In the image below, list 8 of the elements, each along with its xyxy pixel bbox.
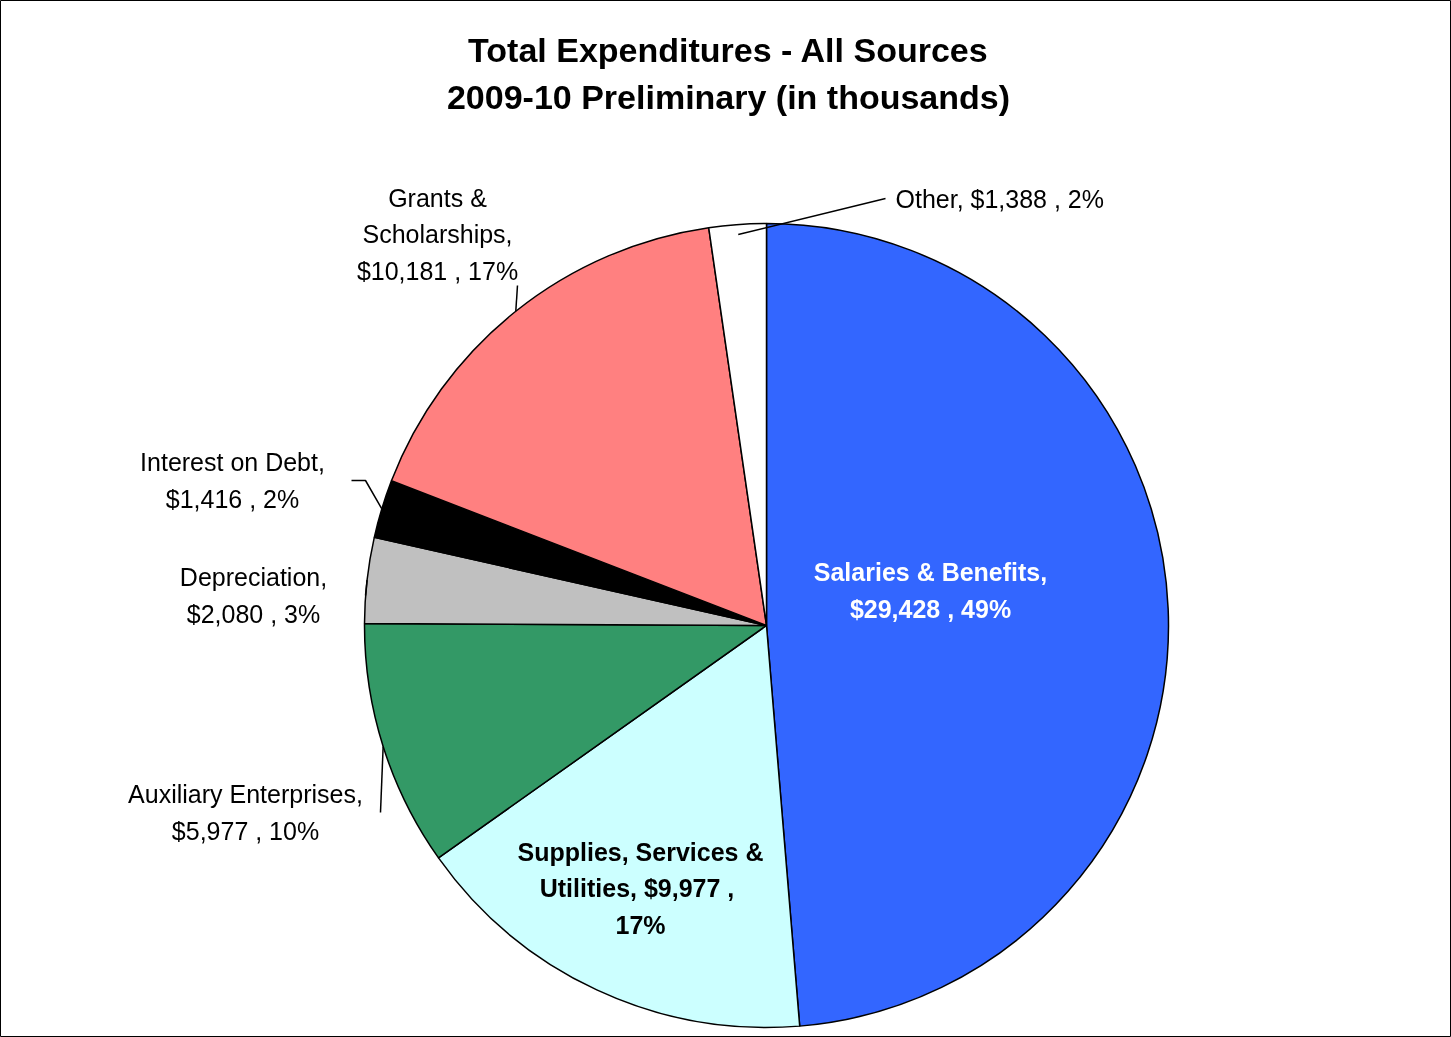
slice-label: Salaries & Benefits, $29,428 , 49% (813, 558, 1048, 623)
slice-label: Grants & Scholarships, $10,181 , 17% (356, 184, 519, 285)
chart-title: Total Expenditures - All Sources 2009-10 Preliminary (in thousands) (446, 30, 1011, 116)
slice-label: Supplies, Services & Utilities, $9,977 , 17% (517, 838, 764, 939)
slice-label: Interest on Debt, $1,416 , 2% (140, 448, 325, 513)
slice-label: Auxiliary Enterprises, $5,977 , 10% (128, 780, 363, 845)
slice-label: Other, $1,388 , 2% (895, 184, 1104, 213)
legend-label: Depreciation, $2,080 , 3% (179, 563, 328, 628)
